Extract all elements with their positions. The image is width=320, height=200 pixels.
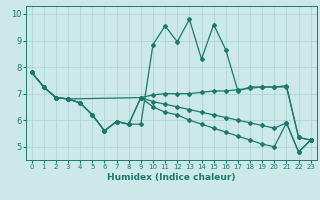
- X-axis label: Humidex (Indice chaleur): Humidex (Indice chaleur): [107, 173, 236, 182]
